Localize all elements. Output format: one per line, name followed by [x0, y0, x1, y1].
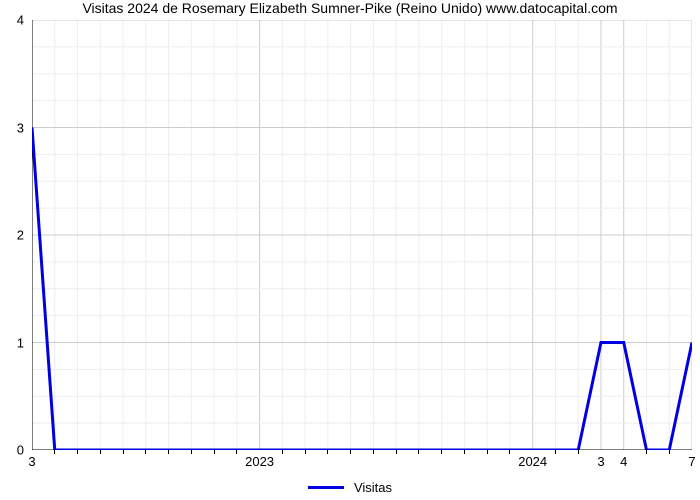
x-minor-tick — [418, 450, 419, 454]
x-minor-tick — [236, 450, 237, 454]
x-minor-tick — [350, 450, 351, 454]
x-minor-tick — [396, 450, 397, 454]
x-minor-tick — [305, 450, 306, 454]
y-tick-label: 3 — [17, 120, 24, 135]
x-minor-tick — [191, 450, 192, 454]
x-minor-tick — [646, 450, 647, 454]
x-minor-tick — [145, 450, 146, 454]
x-minor-tick — [441, 450, 442, 454]
x-tick-label: 2024 — [518, 454, 547, 469]
y-tick-label: 2 — [17, 228, 24, 243]
x-minor-tick — [100, 450, 101, 454]
y-tick-label: 1 — [17, 335, 24, 350]
chart-svg — [32, 20, 692, 450]
chart-title: Visitas 2024 de Rosemary Elizabeth Sumne… — [0, 0, 700, 16]
x-minor-tick — [168, 450, 169, 454]
chart-plot-area: 01234320232024347 — [32, 20, 692, 450]
x-minor-tick — [214, 450, 215, 454]
x-tick-label: 3 — [28, 454, 35, 469]
x-tick-label: 4 — [620, 454, 627, 469]
x-minor-tick — [123, 450, 124, 454]
x-minor-tick — [54, 450, 55, 454]
x-minor-tick — [669, 450, 670, 454]
x-minor-tick — [373, 450, 374, 454]
legend: Visitas — [0, 480, 700, 495]
x-minor-tick — [555, 450, 556, 454]
x-tick-label: 3 — [597, 454, 604, 469]
x-minor-tick — [77, 450, 78, 454]
chart-title-text: Visitas 2024 de Rosemary Elizabeth Sumne… — [82, 0, 617, 16]
legend-line — [308, 486, 344, 489]
legend-label: Visitas — [354, 480, 392, 495]
y-tick-label: 0 — [17, 443, 24, 458]
x-minor-tick — [509, 450, 510, 454]
x-minor-tick — [487, 450, 488, 454]
x-minor-tick — [327, 450, 328, 454]
x-minor-tick — [464, 450, 465, 454]
x-tick-label: 7 — [688, 454, 695, 469]
x-minor-tick — [578, 450, 579, 454]
y-tick-label: 4 — [17, 13, 24, 28]
x-minor-tick — [282, 450, 283, 454]
x-tick-label: 2023 — [245, 454, 274, 469]
